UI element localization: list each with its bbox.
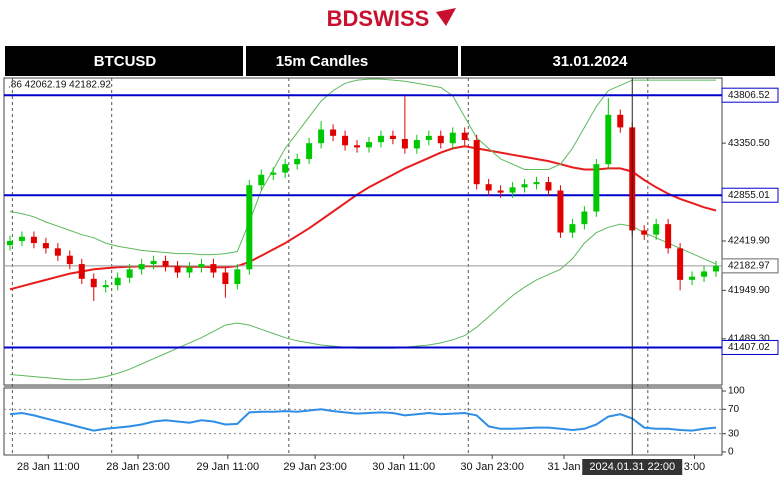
- timeframe: 15m Candles: [276, 53, 369, 70]
- candle-body: [653, 224, 660, 235]
- candle-body: [485, 184, 492, 191]
- candle-body: [533, 182, 540, 185]
- candle-body: [389, 135, 396, 139]
- candle-body: [246, 185, 253, 270]
- x-tick-label: 30 Jan 23:00: [460, 461, 524, 473]
- level-label: 43806.52: [728, 90, 770, 101]
- candle-body: [186, 267, 193, 273]
- title-divider: [243, 46, 246, 76]
- x-tick-label: 29 Jan 23:00: [283, 461, 347, 473]
- candle-body: [545, 182, 552, 191]
- logo: BDSWISS: [327, 6, 430, 31]
- info-text: .86 42062.19 42182.92: [8, 80, 111, 91]
- candle-body: [54, 248, 61, 256]
- candle-body: [557, 190, 564, 233]
- y-tick-label: 41949.90: [728, 285, 770, 296]
- candle-body: [294, 158, 301, 165]
- candle-body: [365, 142, 372, 148]
- title-bar: [5, 46, 775, 76]
- y-tick-label: 43350.50: [728, 138, 770, 149]
- title-divider: [458, 46, 461, 76]
- candle-body: [425, 135, 432, 141]
- candle-body: [174, 266, 181, 273]
- last-price-label: 42182.97: [728, 261, 770, 272]
- oscillator-line: [9, 408, 717, 432]
- candle-body: [222, 272, 229, 285]
- candle-body: [701, 271, 708, 277]
- candle-body: [162, 260, 169, 267]
- x-tick-label: 30 Jan 11:00: [372, 461, 435, 473]
- x-tick-label: 31 Jan: [548, 461, 581, 473]
- candle-body: [210, 264, 217, 273]
- cursor-label: 2024.01.31 22:00: [589, 461, 675, 473]
- level-box: [721, 339, 779, 355]
- candle-body: [42, 243, 49, 249]
- candle-body: [605, 114, 612, 165]
- y2-tick-label: 100: [728, 386, 745, 397]
- level-box: [721, 187, 779, 203]
- candle-body: [138, 264, 145, 270]
- candle-body: [150, 260, 157, 265]
- candle-body: [449, 132, 456, 144]
- date: 31.01.2024: [552, 53, 628, 70]
- candle-body: [102, 285, 109, 288]
- candle-body: [114, 277, 121, 286]
- candle-body: [413, 140, 420, 149]
- candle-body: [641, 230, 648, 235]
- candle-body: [461, 132, 468, 141]
- x-tick-label: 28 Jan 23:00: [106, 461, 170, 473]
- candle-body: [665, 224, 672, 249]
- candle-body: [342, 135, 349, 146]
- candle-body: [497, 190, 504, 193]
- level-label: 41407.02: [728, 342, 770, 353]
- candle-body: [581, 211, 588, 225]
- candle-body: [330, 129, 337, 136]
- candle-body: [377, 135, 384, 143]
- candle-body: [30, 236, 37, 244]
- x-tick-label: 29 Jan 11:00: [196, 461, 259, 473]
- candle-body: [18, 236, 25, 241]
- candle-body: [354, 145, 361, 148]
- y-tick-label: 41489.30: [728, 333, 770, 344]
- candle-body: [593, 164, 600, 212]
- candle-body: [509, 187, 516, 193]
- candle-body: [90, 278, 97, 288]
- x-tick-label: 28 Jan 11:00: [17, 461, 80, 473]
- level-box: [721, 87, 779, 103]
- candle-body: [569, 224, 576, 233]
- y2-tick-label: 30: [728, 428, 740, 439]
- candle-body: [6, 240, 13, 246]
- candle-body: [306, 143, 313, 159]
- y2-tick-label: 70: [728, 404, 740, 415]
- logo-mark: [436, 8, 456, 26]
- candle-body: [617, 114, 624, 128]
- candle-body: [521, 184, 528, 188]
- level-label: 42855.01: [728, 190, 770, 201]
- cursor-box: [582, 459, 683, 475]
- candle-body: [713, 265, 720, 272]
- pane-divider: [4, 385, 722, 388]
- candle-body: [282, 164, 289, 173]
- y-tick-label: 42419.90: [728, 236, 770, 247]
- candle-body: [318, 129, 325, 144]
- x-tick-label: 3:00: [684, 461, 705, 473]
- candle-body: [677, 248, 684, 280]
- symbol: BTCUSD: [94, 53, 157, 70]
- y2-tick-label: 0: [728, 447, 734, 458]
- candle-body: [78, 264, 85, 279]
- candle-body: [234, 269, 241, 285]
- candle-body: [473, 140, 480, 185]
- candle-body: [401, 138, 408, 149]
- indicator-line: [9, 78, 716, 256]
- candle-body: [270, 172, 277, 175]
- candle-body: [198, 264, 205, 268]
- candle-body: [437, 135, 444, 144]
- candle-body: [689, 276, 696, 280]
- candle-body: [258, 174, 265, 186]
- last-price-box: [721, 258, 779, 274]
- candle-body: [126, 269, 133, 278]
- candle-body: [66, 255, 73, 265]
